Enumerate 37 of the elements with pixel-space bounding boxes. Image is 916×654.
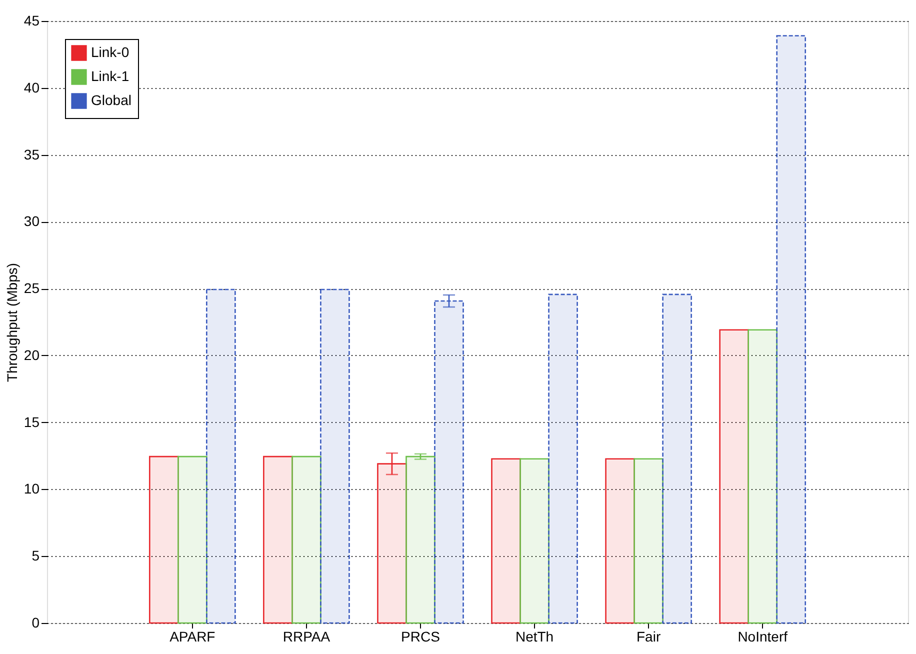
y-tick-label: 25 (24, 280, 40, 296)
y-axis-title: Throughput (Mbps) (4, 262, 20, 382)
bar (605, 458, 635, 624)
bar (148, 456, 179, 624)
y-tick-label: 20 (24, 346, 40, 363)
x-tick-label: Fair (636, 628, 661, 644)
x-tick-label: NetTh (515, 628, 554, 644)
bar (520, 458, 550, 624)
bar (548, 294, 578, 624)
x-tick-label: PRCS (401, 628, 440, 644)
bar (634, 458, 664, 624)
y-tick-label: 0 (32, 614, 40, 630)
bar (177, 456, 208, 624)
legend-label: Global (91, 92, 132, 108)
bar (377, 463, 407, 624)
bar (320, 288, 350, 624)
y-tick-label: 30 (24, 213, 40, 230)
x-tick-label: NoInterf (738, 628, 788, 644)
bar (263, 456, 293, 624)
bar (776, 35, 806, 624)
bar (292, 456, 322, 624)
bar (491, 458, 521, 624)
bar (206, 288, 236, 624)
x-tick-label: RRPAA (282, 628, 331, 644)
bar (662, 294, 692, 624)
x-tick-label: APARF (170, 628, 216, 644)
legend-label: Link-0 (91, 44, 130, 60)
y-tick-label: 35 (24, 146, 40, 162)
bar (719, 329, 749, 624)
y-tick-label: 10 (24, 480, 40, 497)
y-tick-label: 45 (24, 12, 40, 28)
legend-label: Link-1 (91, 68, 130, 84)
y-tick-label: 15 (24, 414, 40, 430)
bar (748, 329, 778, 624)
y-tick-label: 40 (24, 79, 40, 96)
bar (434, 300, 464, 624)
y-tick-label: 5 (32, 548, 40, 564)
